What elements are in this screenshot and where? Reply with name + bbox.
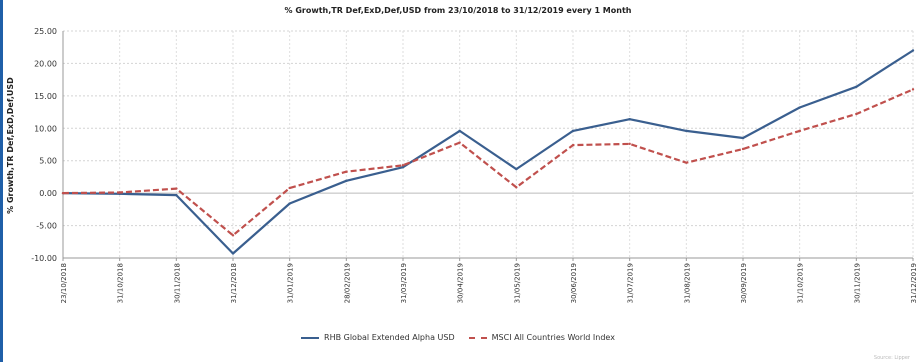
series-1-point [515,167,518,171]
series-2-point [571,143,575,147]
series-1-point [911,49,915,52]
y-tick-label: 25.00 [34,27,57,36]
y-tick-label: 20.00 [34,59,57,68]
x-tick-label: 31/12/2018 [230,263,238,303]
x-tick-label: 30/06/2019 [570,263,578,303]
series-2-point [798,129,801,133]
x-tick-label: 31/10/2019 [797,263,805,303]
series-1-point [288,202,291,205]
y-tick-label: 10.00 [34,124,57,133]
x-tick-label: 31/12/2019 [910,263,916,303]
series-1-point [741,136,745,140]
series-2-point [175,187,178,190]
y-tick-label: 5.00 [39,157,57,166]
series-2-point [741,147,745,151]
series-line-2 [62,88,914,237]
series-2-point [61,191,65,195]
x-tick-label: 31/03/2019 [400,263,408,303]
series-2-point [231,234,235,237]
x-tick-label: 23/10/2018 [60,263,68,303]
series-2-point [345,170,348,173]
series-1-point [571,129,575,133]
series-2-point [855,112,858,116]
series-2-point [515,186,518,189]
legend-label-series-1: RHB Global Extended Alpha USD [324,333,455,342]
series-2-point [458,141,461,144]
chart-title: % Growth,TR Def,ExD,Def,USD from 23/10/2… [284,6,632,15]
series-1-point [685,129,688,133]
series-1-point [401,166,405,169]
series-1-point [458,129,461,133]
y-tick-label: -10.00 [31,254,57,263]
series-2-point [628,142,631,146]
x-tick-label: 31/10/2018 [117,263,125,303]
series-1-point [231,252,235,255]
series-2-point [118,191,121,194]
x-tick-label: 31/08/2019 [683,263,691,303]
series-1-point [798,106,801,109]
series-2-point [685,161,688,164]
series-1-point [855,85,858,88]
series-1-point [628,118,631,121]
x-tick-label: 31/05/2019 [513,263,521,303]
series-line-1 [62,49,914,255]
series-1-point [175,193,178,197]
x-tick-label: 31/01/2019 [287,263,295,303]
x-tick-label: 30/11/2019 [853,263,861,303]
series-2-point [911,88,915,91]
y-tick-label: 15.00 [34,92,57,101]
legend-swatch-solid [301,336,320,339]
legend: RHB Global Extended Alpha USD MSCI All C… [0,333,916,342]
series-2-point [401,164,405,167]
legend-item-series-1[interactable]: RHB Global Extended Alpha USD [301,333,455,342]
y-tick-label: -5.00 [36,222,57,231]
legend-label-series-2: MSCI All Countries World Index [491,333,615,342]
x-tick-label: 28/02/2019 [343,263,351,303]
series-1-point [345,179,348,183]
x-tick-label: 30/11/2018 [173,263,181,303]
x-tick-label: 31/07/2019 [627,263,635,303]
y-tick-label: 0.00 [39,189,57,198]
x-tick-label: 30/04/2019 [457,263,465,303]
legend-swatch-dashed [468,336,487,339]
x-tick-label: 30/09/2019 [740,263,748,303]
legend-item-series-2[interactable]: MSCI All Countries World Index [468,333,615,342]
source-note: Source: Lipper [873,355,910,361]
series-2-point [288,186,291,190]
